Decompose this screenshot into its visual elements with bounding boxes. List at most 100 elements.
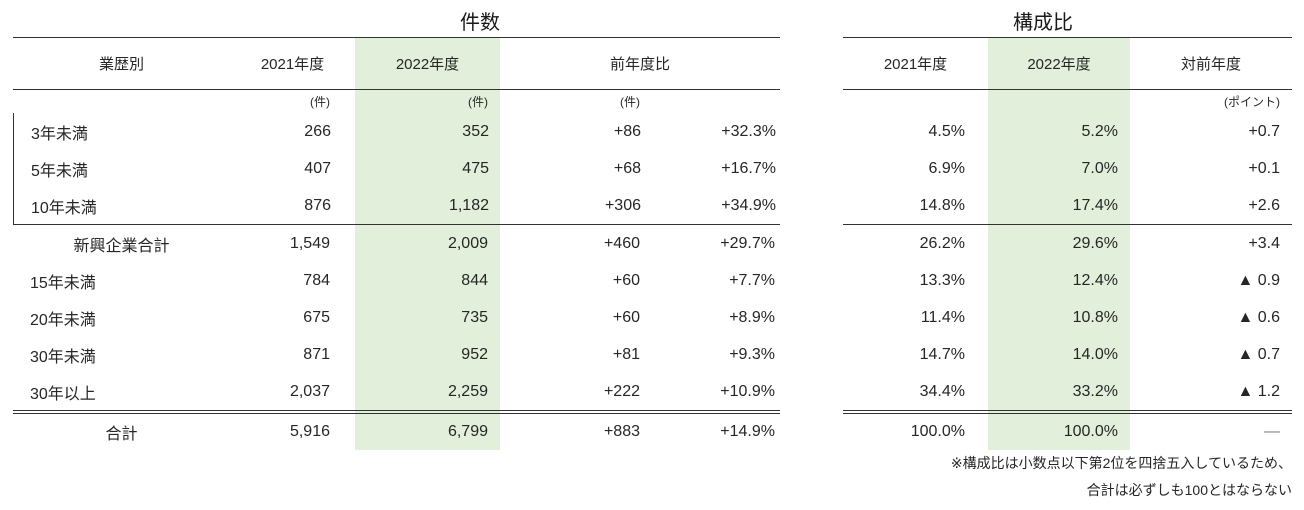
count-2021-cell: 5,916 (289, 423, 330, 440)
ratio-2022-cell: 100.0% (1063, 423, 1118, 440)
yoy-diff-cell: +68 (613, 159, 641, 177)
ratio-table-units-row: (ポイント) (843, 90, 1292, 113)
row-label: 新興企業合計 (73, 237, 170, 255)
column-header-fy2021: 2021年度 (883, 56, 948, 73)
yoy-pct-cell: +14.9% (720, 423, 775, 440)
count-2022-cell: 352 (462, 122, 489, 140)
ratio-2021-cell: 6.9% (928, 159, 965, 177)
count-2022-cell: 2,259 (447, 382, 488, 400)
footnote-line-2: 合計は必ずしも100とはならない (1086, 482, 1292, 498)
table-row: 30年以上 2,037 2,259 +222 +10.9% (13, 373, 780, 410)
yoy-diff-cell: +460 (603, 234, 640, 252)
count-2021-cell: 675 (303, 308, 330, 326)
ratio-2021-cell: 14.8% (919, 196, 965, 214)
count-2021-cell: 876 (304, 196, 331, 214)
table-row: 30年未満 871 952 +81 +9.3% (13, 336, 780, 373)
point-change-cell: — (1264, 423, 1280, 440)
footnote-line-1: ※構成比は小数点以下第2位を四捨五入しているため、 (950, 455, 1292, 471)
yoy-pct-cell: +16.7% (721, 159, 776, 177)
row-label: 3年未満 (31, 125, 88, 143)
table-row-total: 100.0% 100.0% — (843, 410, 1292, 450)
yoy-diff-cell: +60 (612, 271, 640, 289)
table-row: 3年未満 266 352 +86 +32.3% (14, 113, 780, 150)
ratio-2022-cell: 10.8% (1072, 308, 1118, 326)
row-label: 15年未満 (30, 274, 96, 292)
count-2022-cell: 6,799 (447, 423, 488, 440)
yoy-diff-cell: +222 (603, 382, 640, 400)
count-2021-cell: 2,037 (289, 382, 330, 400)
column-header-vs-prev-year: 対前年度 (1180, 56, 1241, 73)
yoy-diff-cell: +883 (603, 423, 640, 440)
point-change-cell: +2.6 (1248, 196, 1280, 214)
count-table-title: 件数 (460, 12, 500, 34)
point-change-cell: +0.1 (1248, 159, 1280, 177)
count-table-units-row: (件) (件) (件) (13, 90, 780, 113)
ratio-2021-cell: 14.7% (919, 345, 965, 363)
ratio-2022-cell: 14.0% (1072, 345, 1118, 363)
yoy-pct-cell: +29.7% (720, 234, 775, 252)
footnote: ※構成比は小数点以下第2位を四捨五入しているため、 合計は必ずしも100とはなら… (792, 450, 1292, 504)
table-row: 5年未満 407 475 +68 +16.7% (14, 150, 780, 187)
ratio-2021-cell: 34.4% (919, 382, 965, 400)
yoy-pct-cell: +9.3% (729, 345, 775, 363)
count-2022-cell: 952 (461, 345, 488, 363)
point-change-cell: ▲ 1.2 (1237, 382, 1280, 400)
point-change-cell: ▲ 0.7 (1237, 345, 1280, 363)
table-row: 14.7% 14.0% ▲ 0.7 (843, 336, 1292, 373)
row-label: 5年未満 (31, 162, 88, 180)
count-2021-cell: 871 (303, 345, 330, 363)
yoy-pct-cell: +7.7% (729, 271, 775, 289)
count-2022-cell: 2,009 (447, 234, 488, 252)
count-table-header-row: 業歴別 2021年度 2022年度 前年度比 (13, 37, 780, 90)
yoy-pct-cell: +32.3% (721, 122, 776, 140)
yoy-diff-cell: +306 (604, 196, 641, 214)
ratio-2021-cell: 4.5% (928, 122, 965, 140)
ratio-2022-cell: 5.2% (1081, 122, 1118, 140)
table-row-subtotal: 26.2% 29.6% +3.4 (843, 225, 1292, 262)
emerging-companies-group-box: 3年未満 266 352 +86 +32.3% 5年未満 407 475 +68… (13, 113, 780, 225)
yoy-pct-cell: +8.9% (729, 308, 775, 326)
yoy-diff-cell: +86 (613, 122, 641, 140)
count-2021-cell: 266 (304, 122, 331, 140)
point-change-cell: ▲ 0.9 (1237, 271, 1280, 289)
row-label: 10年未満 (31, 199, 97, 217)
point-change-cell: +0.7 (1248, 122, 1280, 140)
yoy-diff-cell: +60 (612, 308, 640, 326)
table-row: 13.3% 12.4% ▲ 0.9 (843, 262, 1292, 299)
row-label: 合計 (105, 426, 138, 443)
count-table: 業歴別 2021年度 2022年度 前年度比 (件) (件) (件) 3年未満 … (13, 37, 780, 450)
column-header-fy2022: 2022年度 (395, 56, 460, 73)
table-row: 10年未満 876 1,182 +306 +34.9% (14, 187, 780, 224)
table-row: 34.4% 33.2% ▲ 1.2 (843, 373, 1292, 410)
table-row: 15年未満 784 844 +60 +7.7% (13, 262, 780, 299)
count-2022-cell: 1,182 (448, 196, 489, 214)
row-label: 30年以上 (30, 385, 96, 403)
point-change-cell: +3.4 (1248, 234, 1280, 252)
row-label: 30年未満 (30, 348, 96, 366)
row-label: 20年未満 (30, 311, 96, 329)
count-2022-cell: 475 (462, 159, 489, 177)
emerging-companies-group-underline: 4.5% 5.2% +0.7 6.9% 7.0% +0.1 14.8% 17.4… (843, 113, 1292, 225)
count-2021-cell: 1,549 (289, 234, 330, 252)
ratio-2022-cell: 12.4% (1072, 271, 1118, 289)
ratio-2021-cell: 100.0% (910, 423, 965, 440)
ratio-table-title: 構成比 (1013, 12, 1073, 34)
ratio-2022-cell: 7.0% (1081, 159, 1118, 177)
count-2022-cell: 735 (461, 308, 488, 326)
ratio-2021-cell: 26.2% (919, 234, 965, 252)
ratio-2021-cell: 11.4% (920, 308, 965, 326)
unit-yoy-diff: (件) (620, 95, 640, 109)
yoy-pct-cell: +34.9% (721, 196, 776, 214)
unit-fy2022: (件) (468, 95, 488, 109)
yoy-pct-cell: +10.9% (720, 382, 775, 400)
table-row: 11.4% 10.8% ▲ 0.6 (843, 299, 1292, 336)
unit-point: (ポイント) (1224, 95, 1280, 109)
table-row-total: 合計 5,916 6,799 +883 +14.9% (13, 410, 780, 450)
count-2021-cell: 784 (303, 271, 330, 289)
column-header-row-label: 業歴別 (98, 56, 144, 73)
column-header-fy2022: 2022年度 (1027, 56, 1091, 73)
column-header-fy2021: 2021年度 (260, 56, 325, 73)
point-change-cell: ▲ 0.6 (1237, 308, 1280, 326)
column-header-yoy: 前年度比 (609, 56, 670, 73)
